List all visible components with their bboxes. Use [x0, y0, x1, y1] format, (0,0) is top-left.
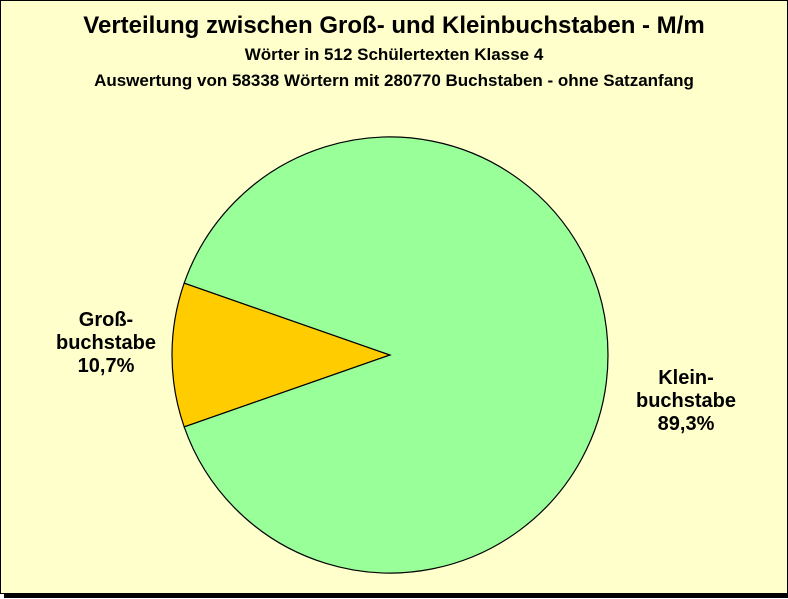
pie-slice-kleinbuchstabe — [183, 136, 609, 574]
slice-label-kleinbuchstabe-value: 89,3% — [657, 413, 715, 435]
title-block: Verteilung zwischen Groß- und Kleinbuchs… — [1, 11, 787, 93]
slice-label-grossbuchstabe-value: 10,7% — [77, 355, 135, 377]
slice-label-kleinbuchstabe-line2: buchstabe — [635, 390, 737, 412]
slice-label-grossbuchstabe-line1: Groß- — [78, 309, 134, 331]
chart-subtitle-1: Wörter in 512 Schülertexten Klasse 4 — [244, 45, 544, 64]
slice-label-grossbuchstabe-line2: buchstabe — [55, 332, 157, 354]
slice-label-kleinbuchstabe-line1: Klein- — [658, 367, 714, 389]
slice-label-kleinbuchstabe: Klein- buchstabe 89,3% — [616, 367, 756, 436]
chart-subtitle-2: Auswertung von 58338 Wörtern mit 280770 … — [94, 71, 694, 90]
chart-title: Verteilung zwischen Groß- und Kleinbuchs… — [83, 12, 705, 39]
pie-slice-grossbuchstabe — [171, 282, 392, 428]
slice-label-grossbuchstabe: Groß- buchstabe 10,7% — [31, 309, 181, 378]
